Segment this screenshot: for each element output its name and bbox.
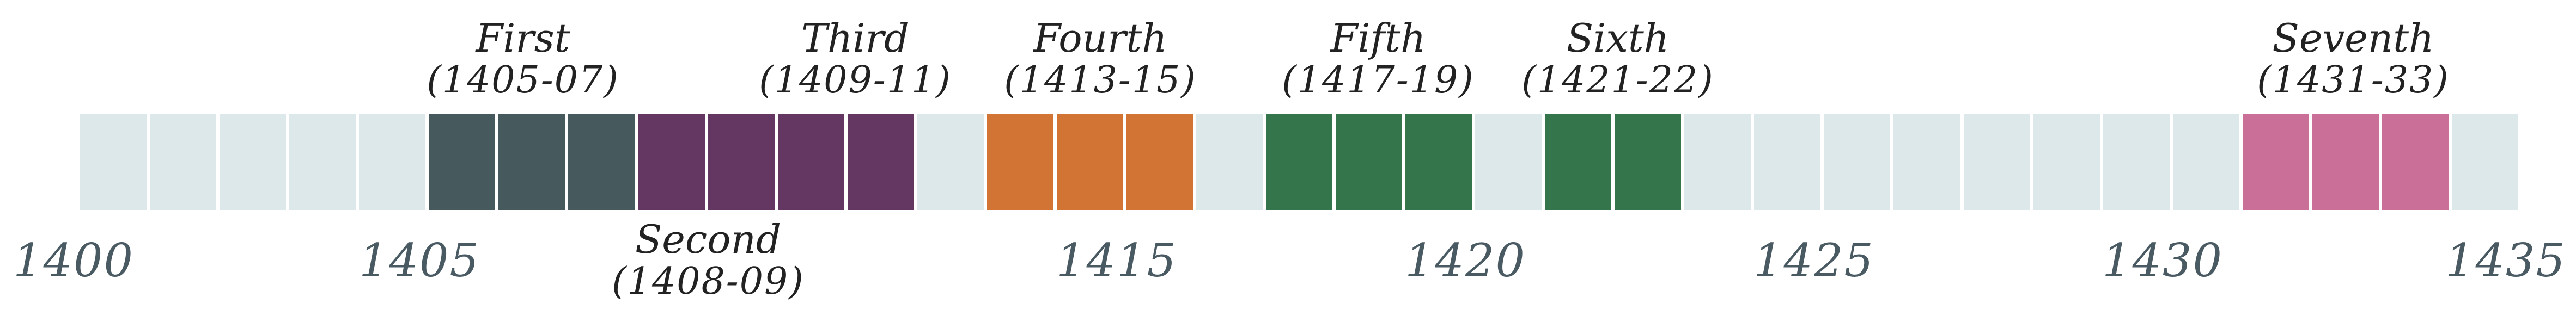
year-cell-empty	[1475, 114, 1545, 210]
voyage-label-second: Second (1408-09)	[612, 218, 805, 302]
year-cell-empty	[2172, 114, 2243, 210]
year-cell-empty	[2033, 114, 2103, 210]
year-label-1430: 1430	[2102, 234, 2223, 287]
year-cell-empty	[2103, 114, 2173, 210]
year-cell-third	[777, 114, 848, 210]
year-cell-empty	[80, 114, 150, 210]
year-cell-seventh	[2242, 114, 2312, 210]
voyage-years: (1421-22)	[1521, 59, 1714, 102]
voyage-name: First	[476, 15, 570, 61]
year-cell-third	[847, 114, 917, 210]
year-cell-fifth	[1405, 114, 1476, 210]
year-cell-second	[708, 114, 778, 210]
year-cell-first	[429, 114, 499, 210]
voyage-years: (1409-11)	[759, 59, 952, 102]
year-label-1405: 1405	[359, 234, 480, 287]
year-cell-empty	[2451, 114, 2522, 210]
voyage-years: (1408-09)	[612, 260, 805, 303]
year-cell-seventh	[2312, 114, 2382, 210]
voyage-label-third: Third (1409-11)	[759, 16, 952, 101]
voyage-label-fourth: Fourth (1413-15)	[1004, 16, 1197, 101]
year-cell-empty	[1824, 114, 1894, 210]
voyage-name: Fourth	[1033, 15, 1167, 61]
voyage-years: (1417-19)	[1282, 59, 1475, 102]
year-label-1415: 1415	[1056, 234, 1177, 287]
voyage-label-fifth: Fifth (1417-19)	[1282, 16, 1475, 101]
voyage-name: Seventh	[2272, 15, 2434, 61]
voyage-years: (1405-07)	[427, 59, 619, 102]
voyage-name: Fifth	[1330, 15, 1426, 61]
year-cell-empty	[220, 114, 290, 210]
year-cell-fifth	[1265, 114, 1336, 210]
year-cell-empty	[359, 114, 429, 210]
year-cell-seventh	[2382, 114, 2452, 210]
year-cell-fourth	[1126, 114, 1196, 210]
voyage-years: (1431-33)	[2257, 59, 2450, 102]
year-cell-empty	[1196, 114, 1266, 210]
year-cell-empty	[1893, 114, 1964, 210]
year-cell-first	[498, 114, 569, 210]
year-cell-empty	[150, 114, 220, 210]
year-cell-fifth	[1336, 114, 1406, 210]
year-cell-empty	[1684, 114, 1755, 210]
year-label-1425: 1425	[1753, 234, 1874, 287]
year-cell-second	[638, 114, 708, 210]
year-cell-empty	[289, 114, 360, 210]
voyage-name: Third	[801, 15, 909, 61]
year-cell-sixth	[1545, 114, 1615, 210]
year-label-1420: 1420	[1405, 234, 1526, 287]
voyage-label-first: First (1405-07)	[427, 16, 619, 101]
year-label-1435: 1435	[2445, 234, 2566, 287]
year-cell-fourth	[986, 114, 1057, 210]
year-cell-empty	[1963, 114, 2033, 210]
year-cell-first	[568, 114, 638, 210]
voyage-label-seventh: Seventh (1431-33)	[2257, 16, 2450, 101]
voyage-name: Second	[635, 216, 782, 262]
year-cell-sixth	[1615, 114, 1685, 210]
year-cell-empty	[917, 114, 987, 210]
year-cell-fourth	[1056, 114, 1126, 210]
year-label-1400: 1400	[13, 234, 134, 287]
voyage-label-sixth: Sixth (1421-22)	[1521, 16, 1714, 101]
voyage-years: (1413-15)	[1004, 59, 1197, 102]
year-cell-empty	[1754, 114, 1824, 210]
voyage-name: Sixth	[1566, 15, 1670, 61]
